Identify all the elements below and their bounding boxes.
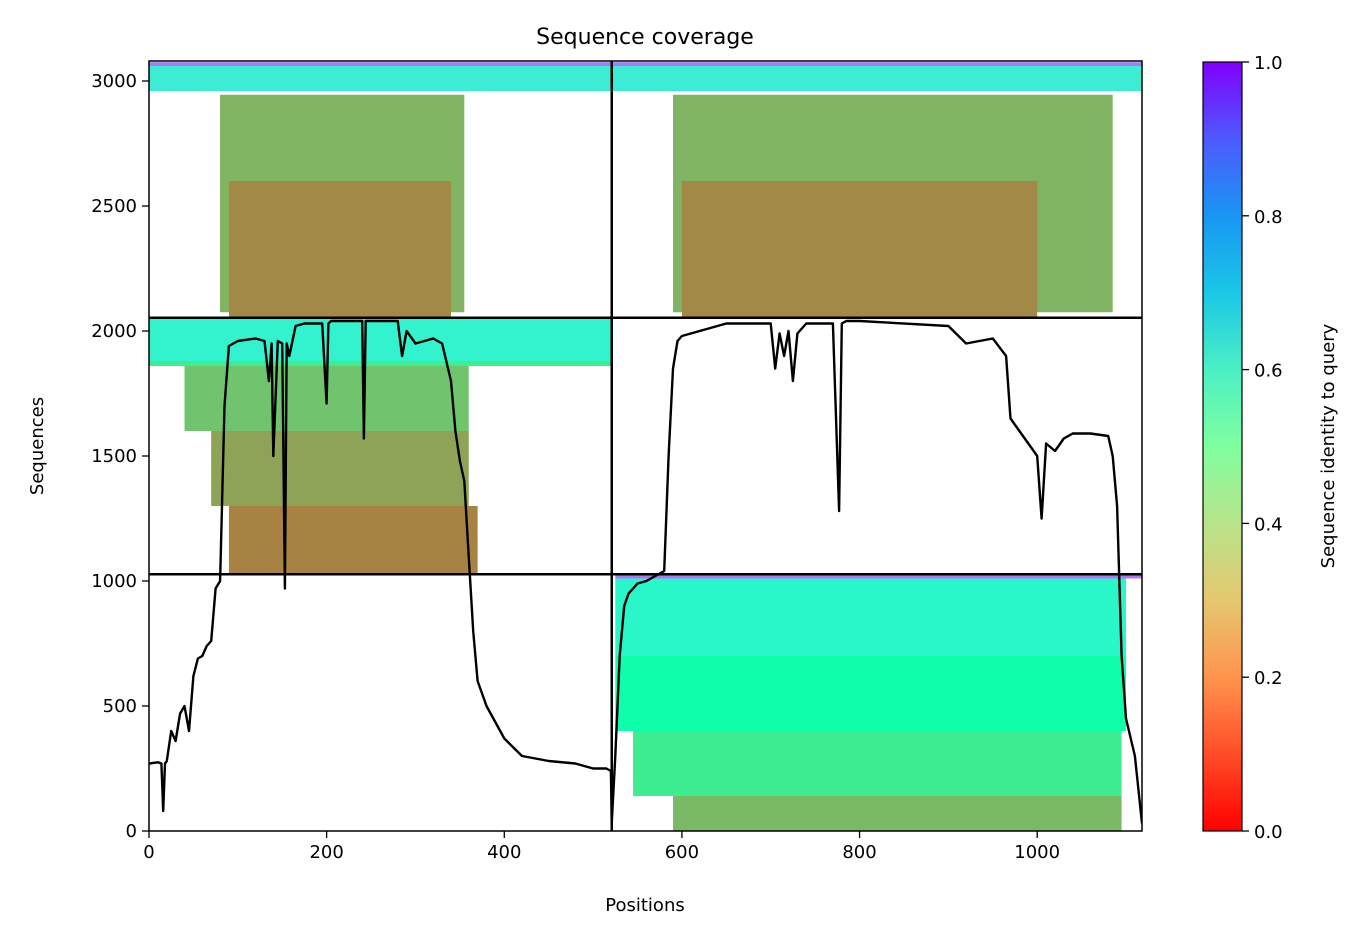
coverage-block <box>681 181 1038 317</box>
colorbar-tick-label: 0.8 <box>1254 207 1283 228</box>
chart-title: Sequence coverage <box>536 25 754 50</box>
coverage-block <box>611 62 1142 66</box>
y-tick-label: 1500 <box>91 446 137 467</box>
x-axis-label: Positions <box>605 895 684 916</box>
colorbar-ticks: 0.0 0.2 0.4 0.6 0.8 1.0 <box>1242 53 1283 843</box>
x-tick-label: 0 <box>143 842 154 863</box>
coverage-block <box>228 506 478 574</box>
y-tick-label: 3000 <box>91 71 137 92</box>
colorbar-label: Sequence identity to query <box>1318 323 1339 568</box>
x-axis: 0 200 400 600 800 1000 <box>143 831 1060 863</box>
x-tick-label: 1000 <box>1014 842 1060 863</box>
x-tick-label: 600 <box>665 842 699 863</box>
y-axis: 0 500 1000 1500 2000 2500 3000 <box>91 71 149 842</box>
coverage-block <box>615 656 1127 731</box>
coverage-block <box>149 62 612 66</box>
coverage-blocks <box>149 62 1142 831</box>
coverage-block <box>611 62 1142 91</box>
colorbar <box>1202 61 1243 832</box>
coverage-block <box>615 578 1127 656</box>
x-tick-label: 400 <box>487 842 521 863</box>
y-tick-label: 2000 <box>91 321 137 342</box>
y-tick-label: 1000 <box>91 571 137 592</box>
coverage-block <box>211 431 469 506</box>
colorbar-tick-label: 0.6 <box>1254 361 1283 382</box>
y-axis-label: Sequences <box>27 397 48 495</box>
y-tick-label: 2500 <box>91 196 137 217</box>
chain-boundaries <box>149 61 1142 831</box>
coverage-block <box>228 181 451 317</box>
y-tick-label: 0 <box>126 821 137 842</box>
x-tick-label: 800 <box>842 842 876 863</box>
coverage-block <box>633 731 1122 796</box>
y-tick-label: 500 <box>103 696 137 717</box>
coverage-block <box>149 361 612 366</box>
coverage-block <box>615 574 1142 579</box>
coverage-line <box>149 319 1142 825</box>
coverage-block <box>149 318 612 361</box>
colorbar-tick-label: 0.0 <box>1254 822 1283 843</box>
coverage-block <box>673 796 1122 831</box>
colorbar-tick-label: 0.4 <box>1254 514 1283 535</box>
plot-frame <box>148 60 1143 832</box>
x-tick-label: 200 <box>309 842 343 863</box>
colorbar-tick-label: 1.0 <box>1254 53 1283 74</box>
coverage-line-layer <box>149 319 1142 825</box>
coverage-block <box>149 62 612 91</box>
colorbar-tick-label: 0.2 <box>1254 668 1283 689</box>
